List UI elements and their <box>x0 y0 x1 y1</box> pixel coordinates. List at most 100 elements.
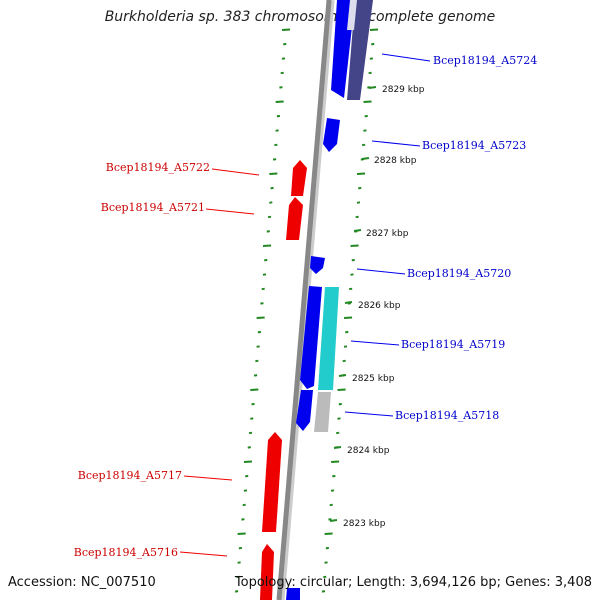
tick-mark <box>338 402 342 406</box>
scale-label-2827: 2827 kbp <box>366 229 409 239</box>
tick-mark <box>358 186 362 190</box>
tick-mark <box>234 590 239 593</box>
gene-a5721-arrow[interactable] <box>286 197 303 240</box>
scale-label-2828: 2828 kbp <box>374 156 417 166</box>
gene-label-a5723[interactable]: Bcep18194_A5723 <box>422 139 526 152</box>
tick-mark <box>363 100 372 103</box>
tick-mark <box>350 244 359 247</box>
scale-label-2823: 2823 kbp <box>343 519 386 529</box>
tick-mark <box>280 71 284 75</box>
tick-mark <box>356 172 366 175</box>
tick-mark <box>281 57 286 60</box>
tick-mark <box>323 575 327 579</box>
cyan-feature-a5719[interactable] <box>318 287 339 390</box>
tick-mark <box>330 489 335 492</box>
tick-mark <box>247 446 251 449</box>
tick-mark <box>275 129 279 132</box>
tick-mark <box>266 230 270 233</box>
tick-mark <box>276 114 281 118</box>
gene-label-a5717[interactable]: Bcep18194_A5717 <box>78 469 182 482</box>
gene-a5719-arrow[interactable] <box>300 286 322 389</box>
tick-mark <box>336 431 340 435</box>
tick-mark <box>371 42 375 46</box>
tick-mark <box>369 57 374 60</box>
scale-label-2824: 2824 kbp <box>347 446 390 456</box>
scale-label-2825: 2825 kbp <box>352 374 395 384</box>
scale-label-2829: 2829 kbp <box>382 85 425 95</box>
tick-mark <box>264 258 268 262</box>
tick-mark <box>350 273 354 276</box>
tick-mark <box>324 532 333 535</box>
tick-mark <box>237 561 241 564</box>
gene-a5718-arrow[interactable] <box>296 390 313 431</box>
tick-mark <box>255 359 259 363</box>
tick-mark <box>332 474 336 478</box>
tick-mark <box>343 345 348 348</box>
tick-mark <box>321 590 326 593</box>
gene-label-a5718[interactable]: Bcep18194_A5718 <box>395 409 499 422</box>
tick-mark <box>355 215 359 219</box>
gene-label-a5716[interactable]: Bcep18194_A5716 <box>74 546 178 559</box>
tick-mark <box>356 201 361 204</box>
gene-a5723-arrow[interactable] <box>323 118 340 152</box>
scale-labels: 2829 kbp 2828 kbp 2827 kbp 2826 kbp 2825… <box>329 85 425 529</box>
gene-a5720-arrow[interactable] <box>310 256 325 274</box>
tick-mark <box>243 460 253 463</box>
tick-mark <box>250 388 259 391</box>
tick-mark <box>337 388 346 391</box>
tick-mark <box>283 42 287 46</box>
tick-mark <box>272 158 277 161</box>
tick-mark <box>245 474 249 478</box>
tick-mark <box>361 143 366 147</box>
tick-mark <box>363 129 367 132</box>
white-feature-top <box>347 0 357 30</box>
tick-mark <box>364 114 368 118</box>
tick-mark <box>337 417 341 420</box>
tick-mark <box>324 561 328 564</box>
tick-mark <box>275 100 284 103</box>
tick-mark <box>243 489 248 492</box>
tick-mark <box>270 186 274 190</box>
tick-mark <box>325 546 330 550</box>
tick-mark <box>281 28 291 31</box>
tick-mark <box>256 316 265 319</box>
tick-mark <box>250 417 254 420</box>
genome-summary-text: Topology: circular; Length: 3,694,126 bp… <box>234 575 592 590</box>
bottom-blue-feature[interactable] <box>286 588 300 600</box>
gene-label-a5719[interactable]: Bcep18194_A5719 <box>401 338 505 351</box>
tick-mark <box>248 431 253 435</box>
tick-mark <box>274 143 278 147</box>
gene-label-a5724[interactable]: Bcep18194_A5724 <box>433 54 537 67</box>
tick-mark <box>328 518 332 521</box>
gene-labels: Bcep18194_A5724 Bcep18194_A5723 Bcep1819… <box>74 54 537 559</box>
gene-label-a5722[interactable]: Bcep18194_A5722 <box>106 161 210 174</box>
left-tick-track <box>234 28 291 593</box>
grey-feature-a5718[interactable] <box>314 392 331 432</box>
gene-a5717-arrow[interactable] <box>262 432 282 532</box>
gene-a5716-arrow[interactable] <box>260 544 274 600</box>
tick-mark <box>344 316 353 319</box>
tick-mark <box>369 28 379 31</box>
gene-label-a5721[interactable]: Bcep18194_A5721 <box>101 201 205 214</box>
tick-mark <box>267 215 272 219</box>
reverse-genes <box>260 160 307 600</box>
tick-mark <box>262 273 267 276</box>
tick-mark <box>238 546 243 550</box>
tick-mark <box>345 330 349 334</box>
tick-mark <box>279 86 283 89</box>
gene-label-a5720[interactable]: Bcep18194_A5720 <box>407 267 511 280</box>
tick-mark <box>329 503 333 507</box>
scale-label-2826: 2826 kbp <box>358 301 401 311</box>
gene-a5722-arrow[interactable] <box>291 160 307 196</box>
tick-mark <box>251 402 255 406</box>
tick-mark <box>236 575 240 579</box>
tick-mark <box>237 532 246 535</box>
tick-mark <box>349 287 353 291</box>
accession-text: Accession: NC_007510 <box>8 575 156 590</box>
tick-mark <box>241 518 245 521</box>
tick-mark <box>342 359 346 363</box>
tick-mark <box>351 258 355 262</box>
tick-mark <box>262 244 272 247</box>
tick-mark <box>261 287 265 291</box>
